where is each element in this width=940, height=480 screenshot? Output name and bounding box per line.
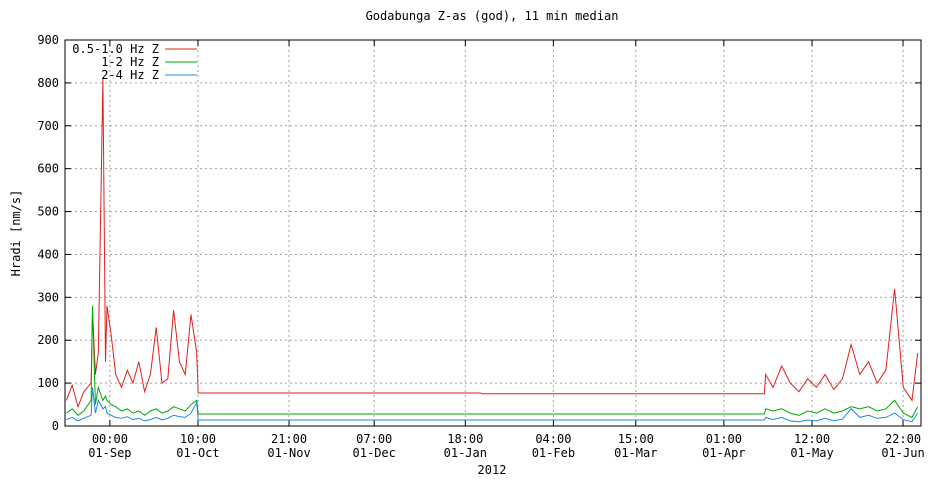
x-tick-label: 01-Jun <box>881 446 924 460</box>
legend-label: 0.5-1.0 Hz Z <box>72 42 159 56</box>
y-tick-label: 800 <box>37 76 59 90</box>
x-tick-label: 01-Sep <box>88 446 131 460</box>
plot-frame <box>64 39 922 427</box>
x-tick-label: 01-May <box>790 446 833 460</box>
x-tick-label: 01-Apr <box>702 446 745 460</box>
x-tick-label: 01-Jan <box>444 446 487 460</box>
y-tick-label: 400 <box>37 247 59 261</box>
x-tick-label: 01-Mar <box>614 446 657 460</box>
x-tick-label: 04:00 <box>535 432 571 446</box>
x-tick-label: 01-Feb <box>532 446 575 460</box>
x-axis-label: 2012 <box>478 463 507 477</box>
legend-label: 1-2 Hz Z <box>101 55 159 69</box>
x-tick-label: 01-Nov <box>267 446 310 460</box>
y-tick-label: 700 <box>37 119 59 133</box>
x-tick-label: 10:00 <box>180 432 216 446</box>
x-tick-label: 01-Oct <box>176 446 219 460</box>
data-line <box>66 387 919 423</box>
y-tick-label: 900 <box>37 33 59 47</box>
x-tick-label: 00:00 <box>92 432 128 446</box>
y-tick-label: 500 <box>37 205 59 219</box>
x-tick-label: 01:00 <box>706 432 742 446</box>
y-tick-label: 100 <box>37 376 59 390</box>
y-axis-label: Hradi [nm/s] <box>9 190 23 277</box>
y-tick-label: 200 <box>37 333 59 347</box>
y-tick-label: 300 <box>37 290 59 304</box>
x-tick-label: 07:00 <box>356 432 392 446</box>
data-line <box>65 78 919 409</box>
x-tick-label: 12:00 <box>794 432 830 446</box>
y-tick-label: 0 <box>52 419 59 433</box>
x-tick-label: 15:00 <box>618 432 654 446</box>
chart-title: Godabunga Z-as (god), 11 min median <box>366 9 619 23</box>
y-tick-label: 600 <box>37 162 59 176</box>
legend-label: 2-4 Hz Z <box>101 68 159 82</box>
x-tick-label: 22:00 <box>885 432 921 446</box>
x-tick-label: 01-Dec <box>353 446 396 460</box>
data-line <box>66 305 919 419</box>
x-tick-label: 21:00 <box>271 432 307 446</box>
x-tick-label: 18:00 <box>447 432 483 446</box>
